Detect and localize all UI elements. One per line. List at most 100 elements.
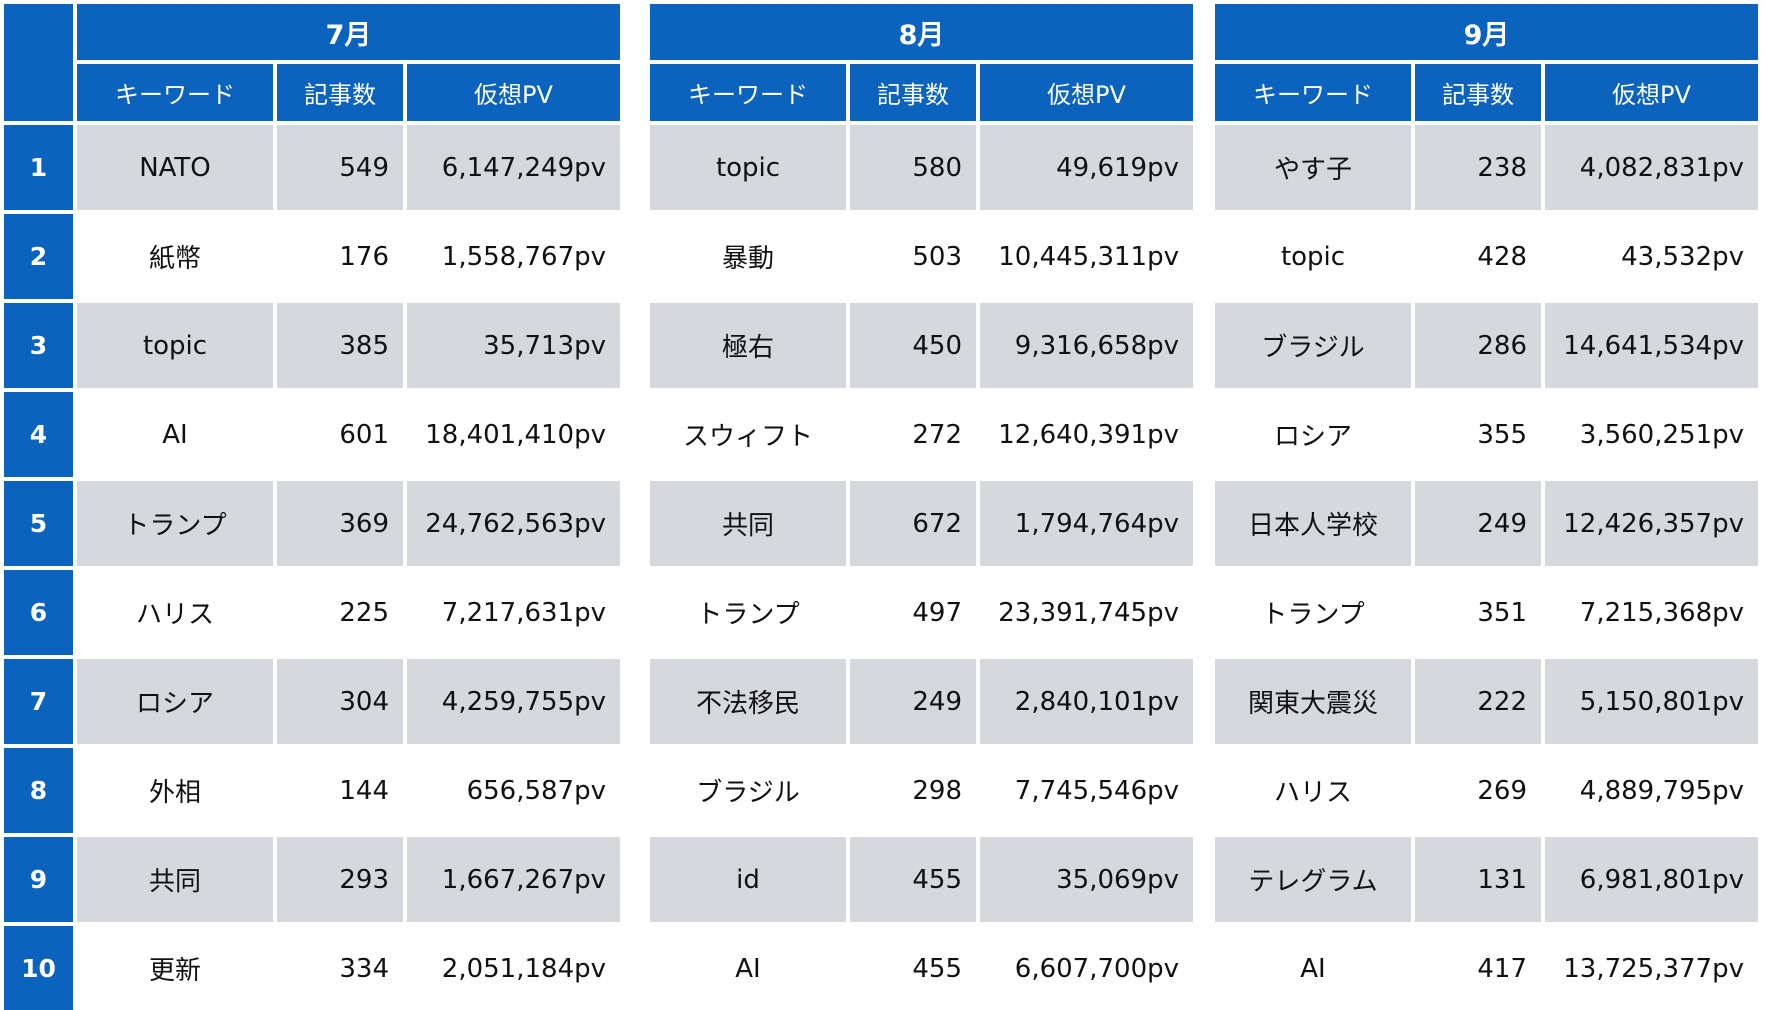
month-grid: キーワード 記事数 仮想PV NATO 549 6,147,249pv 紙幣 176 1,558… — [77, 64, 620, 1010]
articles-header: 記事数 — [850, 64, 976, 121]
keyword-cell: ブラジル — [650, 748, 846, 833]
articles-cell: 601 — [277, 392, 403, 477]
articles-cell: 672 — [850, 481, 976, 566]
keyword-cell: topic — [1215, 214, 1411, 299]
articles-cell: 450 — [850, 303, 976, 388]
articles-cell: 269 — [1415, 748, 1541, 833]
articles-cell: 385 — [277, 303, 403, 388]
month-title: 9月 — [1215, 4, 1758, 60]
keyword-cell: トランプ — [650, 570, 846, 655]
rank-cell: 3 — [4, 303, 73, 388]
keyword-cell: topic — [77, 303, 273, 388]
keyword-cell: NATO — [77, 125, 273, 210]
articles-cell: 176 — [277, 214, 403, 299]
articles-cell: 369 — [277, 481, 403, 566]
articles-cell: 304 — [277, 659, 403, 744]
articles-cell: 298 — [850, 748, 976, 833]
pv-cell: 1,558,767pv — [407, 214, 620, 299]
pv-cell: 49,619pv — [980, 125, 1193, 210]
keyword-cell: ロシア — [1215, 392, 1411, 477]
keyword-cell: やす子 — [1215, 125, 1411, 210]
pv-header: 仮想PV — [407, 64, 620, 121]
pv-cell: 656,587pv — [407, 748, 620, 833]
rank-cell: 2 — [4, 214, 73, 299]
pv-cell: 6,607,700pv — [980, 926, 1193, 1010]
pv-cell: 14,641,534pv — [1545, 303, 1758, 388]
keyword-header: キーワード — [650, 64, 846, 121]
articles-cell: 355 — [1415, 392, 1541, 477]
articles-cell: 455 — [850, 926, 976, 1010]
articles-cell: 334 — [277, 926, 403, 1010]
articles-cell: 580 — [850, 125, 976, 210]
articles-cell: 417 — [1415, 926, 1541, 1010]
articles-cell: 225 — [277, 570, 403, 655]
keyword-cell: 共同 — [650, 481, 846, 566]
pv-cell: 1,794,764pv — [980, 481, 1193, 566]
articles-cell: 293 — [277, 837, 403, 922]
pv-cell: 10,445,311pv — [980, 214, 1193, 299]
pv-cell: 35,069pv — [980, 837, 1193, 922]
keyword-cell: ブラジル — [1215, 303, 1411, 388]
rank-cell: 4 — [4, 392, 73, 477]
keyword-cell: 極右 — [650, 303, 846, 388]
pv-cell: 7,745,546pv — [980, 748, 1193, 833]
articles-header: 記事数 — [277, 64, 403, 121]
rank-cell: 1 — [4, 125, 73, 210]
keyword-cell: AI — [650, 926, 846, 1010]
articles-cell: 144 — [277, 748, 403, 833]
month-block-july: 7月 キーワード 記事数 仮想PV NATO 549 6,147,249pv 紙幣 176 1,5… — [77, 4, 620, 1010]
pv-cell: 43,532pv — [1545, 214, 1758, 299]
articles-cell: 428 — [1415, 214, 1541, 299]
rank-column: 1 2 3 4 5 6 7 8 9 10 — [4, 4, 73, 1010]
pv-cell: 13,725,377pv — [1545, 926, 1758, 1010]
keyword-cell: スウィフト — [650, 392, 846, 477]
articles-cell: 238 — [1415, 125, 1541, 210]
rank-cell: 6 — [4, 570, 73, 655]
keyword-cell: トランプ — [77, 481, 273, 566]
pv-header: 仮想PV — [980, 64, 1193, 121]
articles-cell: 249 — [1415, 481, 1541, 566]
pv-cell: 7,217,631pv — [407, 570, 620, 655]
pv-cell: 5,150,801pv — [1545, 659, 1758, 744]
keyword-cell: AI — [1215, 926, 1411, 1010]
keyword-cell: 共同 — [77, 837, 273, 922]
articles-cell: 351 — [1415, 570, 1541, 655]
pv-cell: 7,215,368pv — [1545, 570, 1758, 655]
rank-header-blank — [4, 4, 73, 121]
pv-header: 仮想PV — [1545, 64, 1758, 121]
pv-cell: 23,391,745pv — [980, 570, 1193, 655]
articles-cell: 497 — [850, 570, 976, 655]
keyword-cell: 日本人学校 — [1215, 481, 1411, 566]
pv-cell: 4,082,831pv — [1545, 125, 1758, 210]
articles-cell: 222 — [1415, 659, 1541, 744]
month-title: 8月 — [650, 4, 1193, 60]
pv-cell: 35,713pv — [407, 303, 620, 388]
articles-cell: 549 — [277, 125, 403, 210]
keyword-header: キーワード — [77, 64, 273, 121]
pv-cell: 24,762,563pv — [407, 481, 620, 566]
pv-cell: 6,981,801pv — [1545, 837, 1758, 922]
pv-cell: 9,316,658pv — [980, 303, 1193, 388]
rank-cell: 8 — [4, 748, 73, 833]
keyword-cell: ハリス — [1215, 748, 1411, 833]
pv-cell: 18,401,410pv — [407, 392, 620, 477]
keyword-cell: トランプ — [1215, 570, 1411, 655]
pv-cell: 12,426,357pv — [1545, 481, 1758, 566]
keyword-cell: テレグラム — [1215, 837, 1411, 922]
keyword-cell: id — [650, 837, 846, 922]
month-block-september: 9月 キーワード 記事数 仮想PV やす子 238 4,082,831pv topic 428 4… — [1215, 4, 1758, 1010]
month-grid: キーワード 記事数 仮想PV topic 580 49,619pv 暴動 503 10,445,… — [650, 64, 1193, 1010]
keyword-cell: 外相 — [77, 748, 273, 833]
keyword-cell: 関東大震災 — [1215, 659, 1411, 744]
keyword-cell: 不法移民 — [650, 659, 846, 744]
pv-cell: 1,667,267pv — [407, 837, 620, 922]
keyword-cell: 紙幣 — [77, 214, 273, 299]
pv-cell: 4,259,755pv — [407, 659, 620, 744]
keyword-header: キーワード — [1215, 64, 1411, 121]
articles-header: 記事数 — [1415, 64, 1541, 121]
articles-cell: 272 — [850, 392, 976, 477]
keyword-cell: 更新 — [77, 926, 273, 1010]
month-title: 7月 — [77, 4, 620, 60]
pv-cell: 2,840,101pv — [980, 659, 1193, 744]
